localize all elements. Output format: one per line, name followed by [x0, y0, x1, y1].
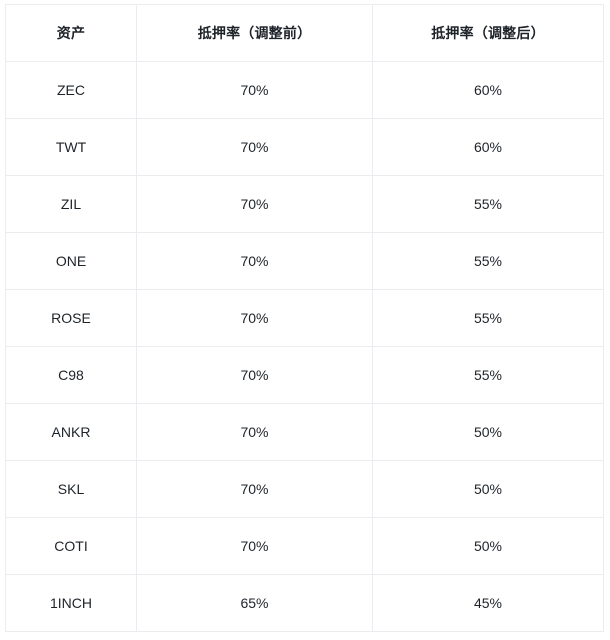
cell-asset: ZIL — [5, 175, 137, 233]
table-row: 1INCH 65% 45% — [5, 574, 604, 632]
cell-rate-after: 50% — [372, 403, 604, 461]
column-header-asset: 资产 — [5, 4, 137, 62]
cell-rate-after: 55% — [372, 346, 604, 404]
cell-rate-before: 65% — [136, 574, 373, 632]
cell-rate-after: 55% — [372, 175, 604, 233]
cell-rate-after: 50% — [372, 517, 604, 575]
cell-rate-before: 70% — [136, 346, 373, 404]
cell-rate-after: 55% — [372, 232, 604, 290]
table-header: 资产 抵押率（调整前） 抵押率（调整后） — [5, 4, 604, 62]
cell-rate-after: 45% — [372, 574, 604, 632]
table-row: ZEC 70% 60% — [5, 61, 604, 119]
cell-rate-before: 70% — [136, 403, 373, 461]
cell-rate-before: 70% — [136, 118, 373, 176]
table-row: C98 70% 55% — [5, 346, 604, 404]
cell-rate-after: 50% — [372, 460, 604, 518]
cell-rate-before: 70% — [136, 232, 373, 290]
cell-asset: ONE — [5, 232, 137, 290]
column-header-rate-before: 抵押率（调整前） — [136, 4, 373, 62]
table-row: COTI 70% 50% — [5, 517, 604, 575]
table-row: TWT 70% 60% — [5, 118, 604, 176]
cell-asset: COTI — [5, 517, 137, 575]
cell-rate-after: 60% — [372, 118, 604, 176]
cell-asset: ZEC — [5, 61, 137, 119]
cell-asset: 1INCH — [5, 574, 137, 632]
collateral-rate-table: 资产 抵押率（调整前） 抵押率（调整后） ZEC 70% 60% TWT 70% 60% Z… — [5, 4, 604, 632]
column-header-rate-after: 抵押率（调整后） — [372, 4, 604, 62]
cell-asset: ANKR — [5, 403, 137, 461]
cell-rate-before: 70% — [136, 460, 373, 518]
cell-asset: TWT — [5, 118, 137, 176]
cell-rate-after: 55% — [372, 289, 604, 347]
cell-rate-before: 70% — [136, 61, 373, 119]
table-row: ANKR 70% 50% — [5, 403, 604, 461]
table-row: ONE 70% 55% — [5, 232, 604, 290]
table-row: ZIL 70% 55% — [5, 175, 604, 233]
cell-asset: C98 — [5, 346, 137, 404]
table-row: SKL 70% 50% — [5, 460, 604, 518]
cell-rate-before: 70% — [136, 517, 373, 575]
cell-asset: ROSE — [5, 289, 137, 347]
cell-rate-before: 70% — [136, 175, 373, 233]
collateral-table-container: 资产 抵押率（调整前） 抵押率（调整后） ZEC 70% 60% TWT 70% 60% Z… — [5, 4, 604, 632]
cell-rate-before: 70% — [136, 289, 373, 347]
table-header-row: 资产 抵押率（调整前） 抵押率（调整后） — [5, 4, 604, 62]
cell-rate-after: 60% — [372, 61, 604, 119]
table-body: ZEC 70% 60% TWT 70% 60% ZIL 70% 55% ONE 70% 55% ROSE… — [5, 61, 604, 632]
table-row: ROSE 70% 55% — [5, 289, 604, 347]
cell-asset: SKL — [5, 460, 137, 518]
